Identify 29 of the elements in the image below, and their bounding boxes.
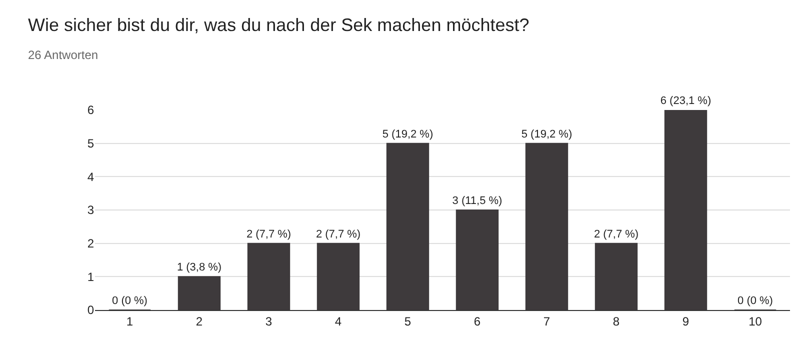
x-tick-label: 5 <box>404 314 412 328</box>
y-tick-label: 2 <box>87 236 94 251</box>
x-tick-label: 8 <box>612 314 620 328</box>
y-tick-label: 5 <box>87 136 94 151</box>
chart-subtitle: 26 Antworten <box>28 48 98 62</box>
chart-title: Wie sicher bist du dir, was du nach der Sek machen möchtest? <box>28 15 530 35</box>
data-label: 6 (23,1 %) <box>660 95 712 107</box>
x-tick-label: 7 <box>543 314 550 328</box>
x-tick-label: 10 <box>748 314 762 328</box>
data-label: 2 (7,7 %) <box>316 228 361 240</box>
data-label: 2 (7,7 %) <box>594 228 639 240</box>
y-tick-label: 0 <box>87 303 94 318</box>
x-tick-label: 2 <box>196 314 203 328</box>
x-tick-label: 3 <box>265 314 272 328</box>
x-tick-label: 6 <box>474 314 481 328</box>
data-label: 5 (19,2 %) <box>521 128 572 140</box>
x-tick-label: 1 <box>126 314 134 328</box>
data-label: 5 (19,2 %) <box>382 128 434 140</box>
y-tick-label: 6 <box>87 103 94 118</box>
data-label: 3 (11,5 %) <box>452 195 502 207</box>
y-tick-label: 3 <box>87 203 94 218</box>
data-label: 0 (0 %) <box>112 295 148 307</box>
x-tick-label: 9 <box>682 314 690 328</box>
y-tick-label: 4 <box>87 170 94 184</box>
y-tick-label: 1 <box>87 270 94 284</box>
x-tick-label: 4 <box>334 314 342 328</box>
data-label: 1 (3,8 %) <box>176 262 222 274</box>
data-label: 0 (0 %) <box>738 295 773 307</box>
data-label: 2 (7,7 %) <box>246 228 292 240</box>
